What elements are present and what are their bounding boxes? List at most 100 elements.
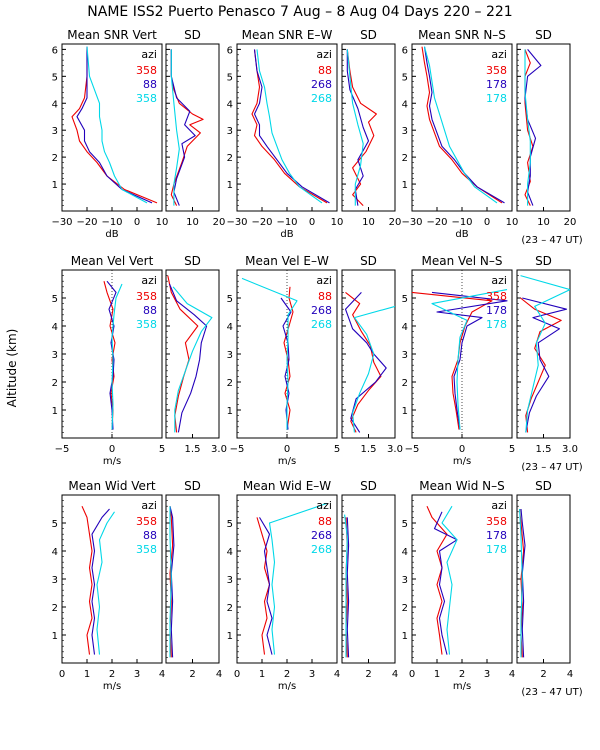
y-tick-label: 2 — [52, 603, 58, 614]
x-tick-label: 10 — [537, 217, 550, 228]
x-tick-label: 2 — [284, 669, 290, 680]
x-tick-label: 5 — [159, 444, 165, 455]
x-axis-label: m/s — [278, 681, 296, 692]
x-tick-label: 4 — [392, 669, 398, 680]
series-line-red — [426, 505, 448, 655]
legend-entry-cyan: 358 — [136, 543, 157, 556]
y-tick-label: 2 — [227, 603, 233, 614]
series-line-blue — [431, 291, 508, 430]
panel-frame — [341, 269, 396, 439]
y-tick-label: 3 — [52, 575, 58, 586]
x-tick-label: −20 — [251, 217, 272, 228]
x-tick-label: 10 — [362, 217, 375, 228]
series-line-red — [81, 505, 93, 655]
x-tick-label: 4 — [216, 669, 222, 680]
series-group — [256, 502, 328, 655]
legend-entry-blue: 268 — [311, 78, 332, 91]
series-line-blue — [259, 517, 273, 655]
panel-0-3: 10 20 SD — [341, 28, 401, 228]
series-group — [103, 280, 123, 430]
panel-frame — [516, 494, 571, 664]
legend-entry-blue: 178 — [486, 529, 507, 542]
y-tick-label: 3 — [52, 350, 58, 361]
panel-title: Mean Wid N–S — [419, 479, 504, 493]
series-line-cyan — [520, 275, 570, 433]
panel-frame — [341, 494, 396, 664]
series-line-cyan — [268, 502, 328, 655]
x-tick-label: −5 — [230, 444, 245, 455]
panel-title: Mean SNR Vert — [67, 28, 157, 42]
series-line-cyan — [172, 286, 213, 433]
series-line-red — [520, 297, 562, 433]
panel-title: SD — [535, 254, 552, 268]
x-tick-label: 0 — [484, 217, 490, 228]
panel-title: SD — [360, 28, 377, 42]
y-tick-label: 4 — [402, 547, 408, 558]
y-tick-label: 2 — [402, 153, 408, 164]
panel-title: Mean SNR E–W — [242, 28, 333, 42]
x-tick-label: 0 — [284, 444, 290, 455]
x-tick-label: 0 — [59, 669, 65, 680]
y-tick-label: 4 — [227, 322, 233, 333]
legend-entry-red: 358 — [486, 64, 507, 77]
ut-note: (23 – 47 UT) — [521, 235, 582, 246]
panel-title: SD — [184, 254, 201, 268]
series-line-cyan — [423, 46, 498, 204]
x-tick-label: −10 — [276, 217, 297, 228]
y-tick-label: 5 — [402, 72, 408, 83]
y-tick-label: 2 — [227, 153, 233, 164]
x-tick-label: 1.5 — [185, 444, 201, 455]
y-tick-label: 1 — [52, 631, 58, 642]
legend-header: azi — [491, 274, 507, 287]
x-tick-label: 0 — [234, 669, 240, 680]
y-tick-label: 1 — [52, 406, 58, 417]
x-tick-label: 2 — [365, 669, 371, 680]
y-tick-label: 4 — [402, 99, 408, 110]
series-group — [170, 49, 204, 206]
x-tick-label: 0 — [134, 217, 140, 228]
series-line-blue — [168, 283, 208, 433]
series-line-blue — [522, 297, 568, 433]
figure-title: NAME ISS2 Puerto Penasco 7 Aug – 8 Aug 0… — [87, 4, 512, 20]
legend-entry-cyan: 358 — [136, 92, 157, 105]
x-tick-label: 3.0 — [562, 444, 578, 455]
legend-header: azi — [491, 48, 507, 61]
y-tick-label: 2 — [52, 378, 58, 389]
legend-entry-red: 358 — [486, 290, 507, 303]
y-tick-label: 4 — [52, 322, 58, 333]
y-tick-label: 2 — [402, 378, 408, 389]
panel-title: Mean Wid E–W — [243, 479, 331, 493]
panel-title: SD — [184, 479, 201, 493]
panel-title: SD — [360, 479, 377, 493]
ut-note: (23 – 47 UT) — [521, 462, 582, 473]
y-tick-label: 1 — [402, 631, 408, 642]
x-tick-label: 0 — [309, 217, 315, 228]
legend-entry-cyan: 358 — [136, 318, 157, 331]
series-group — [519, 508, 526, 658]
y-tick-label: 5 — [227, 294, 233, 305]
x-axis-label: dB — [105, 229, 118, 240]
y-tick-label: 6 — [402, 45, 408, 56]
legend-entry-blue: 88 — [143, 529, 157, 542]
panel-title: SD — [535, 28, 552, 42]
series-line-cyan — [169, 506, 172, 658]
x-tick-label: 2 — [459, 669, 465, 680]
legend-entry-red: 88 — [318, 64, 332, 77]
x-tick-label: 5 — [334, 444, 340, 455]
panel-title: Mean Vel Vert — [71, 254, 154, 268]
y-tick-label: 6 — [52, 45, 58, 56]
y-tick-label: 3 — [227, 126, 233, 137]
y-tick-label: 6 — [227, 45, 233, 56]
x-tick-label: 4 — [334, 669, 340, 680]
x-axis-label: m/s — [453, 681, 471, 692]
series-line-cyan — [519, 508, 523, 658]
legend-entry-blue: 178 — [486, 78, 507, 91]
series-line-cyan — [170, 49, 180, 206]
panel-title: Mean Vel N–S — [422, 254, 503, 268]
series-line-cyan — [431, 289, 508, 430]
y-tick-label: 1 — [227, 406, 233, 417]
